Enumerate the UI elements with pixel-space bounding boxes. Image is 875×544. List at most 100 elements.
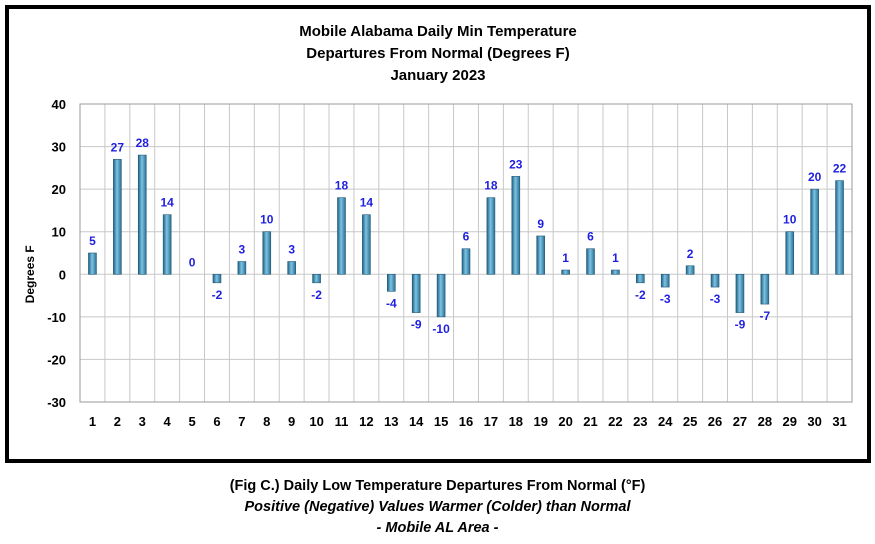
x-tick-label: 24 — [658, 414, 673, 429]
x-tick-label: 26 — [708, 414, 722, 429]
x-tick-label: 2 — [114, 414, 121, 429]
x-tick-label: 13 — [384, 414, 398, 429]
x-tick-label: 18 — [509, 414, 523, 429]
x-tick-label: 1 — [89, 414, 96, 429]
bar — [611, 269, 620, 275]
x-tick-label: 8 — [263, 414, 270, 429]
bar — [262, 231, 272, 275]
data-label: 10 — [783, 213, 797, 227]
data-label: 10 — [260, 213, 274, 227]
bar — [511, 176, 521, 275]
data-label: 2 — [687, 247, 694, 261]
data-label: -2 — [311, 288, 322, 302]
data-label: 3 — [239, 243, 246, 257]
bar — [660, 273, 670, 288]
bar — [113, 159, 122, 275]
bar — [461, 248, 471, 275]
data-label: 0 — [189, 255, 196, 269]
data-label: 23 — [509, 157, 523, 171]
bar — [436, 273, 446, 318]
x-tick-label: 3 — [139, 414, 146, 429]
bar — [810, 188, 819, 275]
figure-caption: (Fig C.) Daily Low Temperature Departure… — [0, 476, 875, 539]
data-label: -3 — [660, 292, 671, 306]
x-tick-label: 30 — [807, 414, 821, 429]
x-tick-label: 4 — [164, 414, 172, 429]
chart-title-line-2: Departures From Normal (Degrees F) — [306, 45, 570, 62]
y-tick-label: -20 — [47, 352, 66, 367]
y-tick-label: 10 — [52, 225, 66, 240]
y-tick-label: 40 — [52, 97, 66, 112]
x-tick-label: 9 — [288, 414, 295, 429]
bar — [760, 273, 770, 305]
data-label: -2 — [212, 288, 223, 302]
bar — [386, 273, 396, 292]
bar — [312, 273, 321, 284]
bar — [137, 154, 147, 275]
x-tick-label: 17 — [484, 414, 498, 429]
data-label: -10 — [432, 322, 450, 336]
x-tick-label: 5 — [188, 414, 195, 429]
data-label: 5 — [89, 234, 96, 248]
data-label: 18 — [484, 179, 498, 193]
bar — [88, 252, 97, 275]
data-label: 14 — [360, 196, 374, 210]
caption-line-2: Positive (Negative) Values Warmer (Colde… — [244, 499, 631, 515]
y-tick-label: 30 — [52, 140, 66, 155]
data-label: 1 — [612, 251, 619, 265]
data-label: 3 — [288, 243, 295, 257]
x-tick-label: 7 — [238, 414, 245, 429]
bar — [411, 273, 421, 313]
y-axis-label: Degrees F — [23, 245, 37, 303]
bar — [785, 231, 795, 275]
bar — [237, 261, 247, 275]
bar — [636, 273, 645, 284]
data-label: -3 — [710, 292, 721, 306]
data-label: 6 — [463, 230, 470, 244]
x-tick-label: 15 — [434, 414, 448, 429]
x-tick-label: 11 — [335, 414, 349, 429]
bar — [586, 248, 595, 275]
y-tick-label: -30 — [47, 395, 66, 410]
data-label: 14 — [160, 196, 174, 210]
data-label: 6 — [587, 230, 594, 244]
x-tick-label: 28 — [758, 414, 772, 429]
bar — [287, 261, 296, 275]
data-label: -2 — [635, 288, 646, 302]
x-tick-label: 6 — [213, 414, 220, 429]
bar — [162, 214, 172, 275]
bar — [710, 273, 720, 288]
data-label: 27 — [111, 140, 125, 154]
data-label: -7 — [760, 309, 771, 323]
x-tick-label: 31 — [832, 414, 846, 429]
data-label: 20 — [808, 170, 822, 184]
x-tick-label: 14 — [409, 414, 424, 429]
x-tick-label: 21 — [583, 414, 597, 429]
chart-title-line-3: January 2023 — [390, 67, 486, 84]
caption-line-1: (Fig C.) Daily Low Temperature Departure… — [229, 478, 646, 494]
chart-frame: Mobile Alabama Daily Min Temperature Dep… — [5, 5, 871, 463]
caption-line-3: - Mobile AL Area - — [376, 520, 499, 536]
x-tick-label: 27 — [733, 414, 747, 429]
x-tick-label: 10 — [309, 414, 323, 429]
x-tick-label: 12 — [359, 414, 373, 429]
bar — [835, 180, 844, 275]
bar — [735, 273, 745, 313]
x-tick-label: 23 — [633, 414, 647, 429]
bar — [685, 265, 695, 275]
bar — [486, 197, 496, 275]
plot-area — [79, 103, 853, 403]
x-tick-label: 19 — [533, 414, 547, 429]
x-tick-label: 16 — [459, 414, 473, 429]
bar — [561, 269, 570, 275]
data-label: 22 — [833, 162, 847, 176]
x-tick-label: 29 — [783, 414, 797, 429]
y-tick-label: -10 — [47, 310, 66, 325]
chart-title-line-1: Mobile Alabama Daily Min Temperature — [299, 23, 577, 40]
x-tick-label: 22 — [608, 414, 622, 429]
bar — [212, 273, 222, 284]
x-tick-label: 25 — [683, 414, 697, 429]
x-tick-label: 20 — [558, 414, 572, 429]
data-label: 28 — [136, 136, 150, 150]
